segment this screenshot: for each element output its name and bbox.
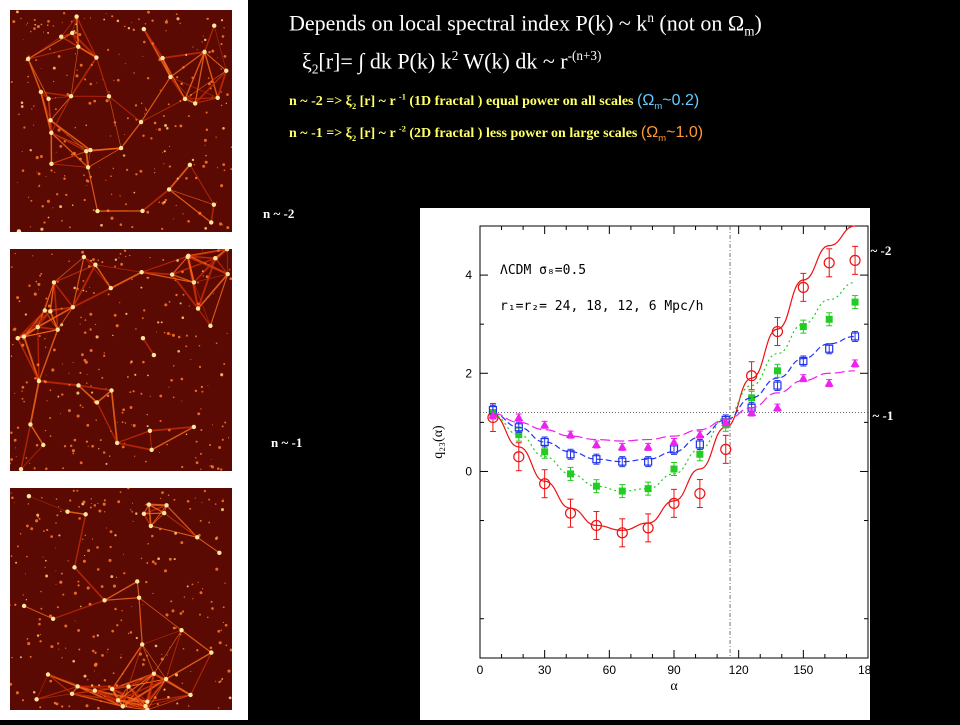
annotation-model: ΛCDM σ₈=0.5 (500, 263, 586, 278)
three-point-correlation-plot: 0 30 60 90 120 150 180 0 2 4 ΛCDM σ₈=0.5 r₁=r₂= 24,… (420, 208, 870, 720)
y-tick-label: 2 (465, 366, 472, 380)
data-point-series-2 (800, 323, 807, 330)
title-text: Depends on local spectral index P(k) ~ k (289, 10, 647, 35)
note-n-minus-1: n ~ -1 => ξ2 [r] ~ r -2 (2D fractal ) le… (289, 124, 703, 144)
data-point-series-2 (671, 466, 678, 473)
formula-exponent: -(n+3) (568, 48, 602, 63)
slide-title: Depends on local spectral index P(k) ~ k… (289, 10, 762, 40)
note-exp: -1 (399, 92, 406, 101)
x-tick-label: 30 (538, 663, 552, 677)
annotation-scales: r₁=r₂= 24, 18, 12, 6 Mpc/h (500, 299, 704, 314)
data-point-series-2 (593, 483, 600, 490)
data-point-series-2 (852, 299, 859, 306)
simulation-panel-middle (10, 249, 232, 471)
formula-middle: [r]= ∫ dk P(k) k (318, 48, 451, 73)
data-point-series-2 (645, 485, 652, 492)
data-point-series-2 (826, 316, 833, 323)
omega-value-low: (Ωm~0.2) (637, 92, 699, 109)
x-tick-label: 90 (667, 663, 681, 677)
note-exp: -2 (399, 124, 406, 133)
label-left-n-minus-2: n ~ -2 (263, 206, 294, 222)
note-mid: [r] ~ r (356, 126, 399, 141)
y-axis-label: q₂₃(α) (431, 425, 446, 459)
y-tick-label: 4 (465, 268, 472, 282)
formula-xi: ξ (302, 48, 312, 73)
x-tick-label: 120 (729, 663, 749, 677)
simulation-panel-top (10, 10, 232, 232)
omega-symbol: (Ω (641, 124, 658, 141)
chart-svg: 0 30 60 90 120 150 180 0 2 4 ΛCDM σ₈=0.5 r₁=r₂= 24,… (420, 208, 870, 720)
data-point-series-2 (541, 448, 548, 455)
omega-sub: m (658, 133, 666, 144)
note-lead: n ~ -1 => ξ (289, 126, 352, 141)
simulation-image-middle (10, 249, 232, 471)
x-tick-label: 0 (477, 663, 484, 677)
omega-symbol: (Ω (637, 92, 654, 109)
note-n-minus-2: n ~ -2 => ξ2 [r] ~ r -1 (1D fractal ) eq… (289, 92, 699, 112)
data-point-series-2 (696, 451, 703, 458)
title-tail: (not on Ω (654, 10, 744, 35)
x-tick-label: 150 (793, 663, 813, 677)
omega-val: ~1.0) (666, 124, 703, 141)
note-mid: [r] ~ r (356, 94, 399, 109)
y-tick-label: 0 (465, 464, 472, 478)
data-point-series-2 (774, 367, 781, 374)
data-point-series-2 (619, 488, 626, 495)
title-end: ) (754, 10, 761, 35)
label-left-n-minus-1: n ~ -1 (271, 435, 302, 451)
note-lead: n ~ -2 => ξ (289, 94, 352, 109)
omega-val: ~0.2) (662, 92, 699, 109)
simulation-image-bottom (10, 488, 232, 710)
data-point-series-2 (567, 470, 574, 477)
simulation-image-top (10, 10, 232, 232)
x-tick-label: 60 (603, 663, 617, 677)
correlation-formula: ξ2[r]= ∫ dk P(k) k2 W(k) dk ~ r-(n+3) (302, 48, 601, 78)
title-subscript: m (744, 24, 754, 39)
simulation-panel-bottom (10, 488, 232, 710)
x-tick-label: 180 (858, 663, 870, 677)
formula-tail: W(k) dk ~ r (458, 48, 567, 73)
note-tail: (2D fractal ) less power on large scales (406, 126, 641, 141)
omega-value-high: (Ωm~1.0) (641, 124, 703, 141)
x-axis-label: α (670, 679, 678, 694)
note-tail: (1D fractal ) equal power on all scales (406, 94, 637, 109)
title-exponent: n (647, 10, 654, 25)
